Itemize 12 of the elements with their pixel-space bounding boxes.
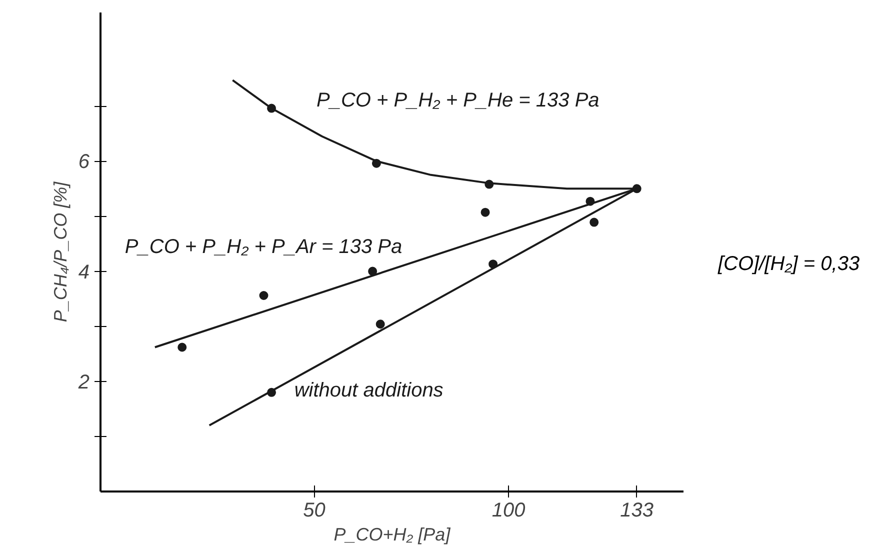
series-label: without additions [294,379,444,402]
y-tick-label: 4 [78,261,90,284]
y-tick-label: 6 [78,151,90,174]
series-label: P_CO + P_H₂ + P_Ar = 133 Pa [124,236,402,258]
x-tick-label: 50 [303,500,326,522]
x-tick-label: 100 [492,500,526,522]
y-tick-label: 2 [77,371,90,394]
text: [CO]/[H₂] = 0,33 [718,252,860,277]
y-axis-title: P_CH₄/P_CO [%] [50,180,70,322]
x-axis-title: P_CO+H₂ [Pa] [334,524,452,544]
x-tick-label: 133 [620,500,654,522]
series-label: P_CO + P_H₂ + P_He = 133 Pa [316,89,600,112]
